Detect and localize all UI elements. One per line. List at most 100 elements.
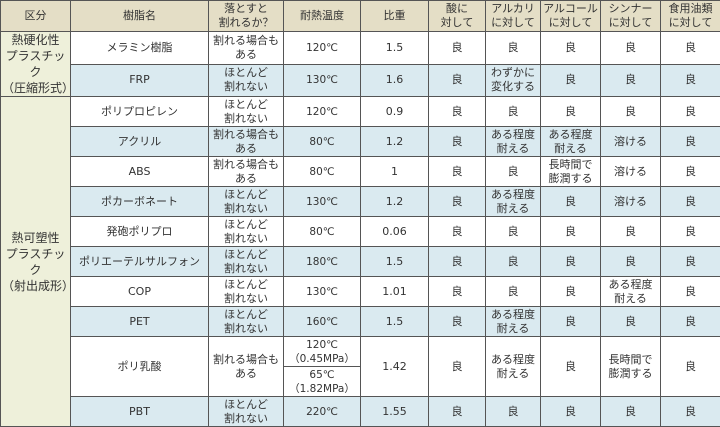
resin-name-cell: ポカーボネート bbox=[71, 187, 209, 217]
header-acid: 酸に対して bbox=[429, 1, 486, 32]
oil-cell: 良 bbox=[661, 32, 720, 65]
drop-cell: ほとんど割れない bbox=[209, 97, 284, 127]
resin-name-cell: PET bbox=[71, 307, 209, 337]
alkali-cell: 良 bbox=[486, 157, 541, 187]
acid-cell: 良 bbox=[429, 64, 486, 97]
alkali-cell: 良 bbox=[486, 247, 541, 277]
drop-cell: 割れる場合もある bbox=[209, 157, 284, 187]
acid-cell: 良 bbox=[429, 307, 486, 337]
alkali-cell: ある程度耐える bbox=[486, 307, 541, 337]
header-gravity: 比重 bbox=[361, 1, 429, 32]
alkali-cell: わずかに変化する bbox=[486, 64, 541, 97]
gravity-cell: 1.2 bbox=[361, 187, 429, 217]
alkali-cell: 良 bbox=[486, 277, 541, 307]
thinner-cell: 良 bbox=[601, 307, 661, 337]
gravity-cell: 1.5 bbox=[361, 32, 429, 65]
resin-name-cell: ポリ乳酸 bbox=[71, 337, 209, 397]
drop-cell: ほとんど割れない bbox=[209, 307, 284, 337]
oil-cell: 良 bbox=[661, 127, 720, 157]
header-alkali: アルカリに対して bbox=[486, 1, 541, 32]
heat-cell: 130℃ bbox=[284, 187, 361, 217]
thinner-cell: 長時間で膨潤する bbox=[601, 337, 661, 397]
header-oil: 食用油類に対して bbox=[661, 1, 720, 32]
resin-name-cell: ABS bbox=[71, 157, 209, 187]
header-row: 区分樹脂名落とすと割れるか？耐熱温度比重酸に対してアルカリに対してアルコールに対… bbox=[1, 1, 720, 32]
acid-cell: 良 bbox=[429, 97, 486, 127]
drop-cell: ほとんど割れない bbox=[209, 277, 284, 307]
alkali-cell: 良 bbox=[486, 217, 541, 247]
oil-cell: 良 bbox=[661, 307, 720, 337]
acid-cell: 良 bbox=[429, 277, 486, 307]
alkali-cell: 良 bbox=[486, 32, 541, 65]
alcohol-cell: 良 bbox=[541, 97, 601, 127]
thinner-cell: 溶ける bbox=[601, 157, 661, 187]
thinner-cell: ある程度耐える bbox=[601, 277, 661, 307]
alcohol-cell: 良 bbox=[541, 217, 601, 247]
category-cell: 熱可塑性プラスチック（射出成形） bbox=[1, 97, 71, 427]
oil-cell: 良 bbox=[661, 247, 720, 277]
gravity-cell: 1.5 bbox=[361, 247, 429, 277]
alkali-cell: 良 bbox=[486, 397, 541, 427]
heat-cell: 160℃ bbox=[284, 307, 361, 337]
oil-cell: 良 bbox=[661, 277, 720, 307]
heat-cell: 80℃ bbox=[284, 157, 361, 187]
drop-cell: 割れる場合もある bbox=[209, 337, 284, 397]
heat-cell: 130℃ bbox=[284, 64, 361, 97]
heat-cell: 120℃（0.45MPa） bbox=[284, 337, 361, 367]
thinner-cell: 良 bbox=[601, 397, 661, 427]
header-drop: 落とすと割れるか？ bbox=[209, 1, 284, 32]
drop-cell: ほとんど割れない bbox=[209, 64, 284, 97]
header-alcohol: アルコールに対して bbox=[541, 1, 601, 32]
header-category: 区分 bbox=[1, 1, 71, 32]
header-resin-name: 樹脂名 bbox=[71, 1, 209, 32]
acid-cell: 良 bbox=[429, 217, 486, 247]
heat-cell: 80℃ bbox=[284, 127, 361, 157]
oil-cell: 良 bbox=[661, 64, 720, 97]
resin-name-cell: アクリル bbox=[71, 127, 209, 157]
thinner-cell: 溶ける bbox=[601, 127, 661, 157]
alcohol-cell: 良 bbox=[541, 307, 601, 337]
heat-cell: 80℃ bbox=[284, 217, 361, 247]
drop-cell: ほとんど割れない bbox=[209, 247, 284, 277]
thinner-cell: 良 bbox=[601, 64, 661, 97]
heat-cell: 120℃ bbox=[284, 97, 361, 127]
header-thinner: シンナーに対して bbox=[601, 1, 661, 32]
resin-name-cell: COP bbox=[71, 277, 209, 307]
heat-cell: 180℃ bbox=[284, 247, 361, 277]
resin-name-cell: ポリエーテルサルフォン bbox=[71, 247, 209, 277]
alkali-cell: ある程度耐える bbox=[486, 127, 541, 157]
category-cell: 熱硬化性プラスチック（圧縮形式） bbox=[1, 32, 71, 97]
gravity-cell: 1.5 bbox=[361, 307, 429, 337]
thinner-cell: 良 bbox=[601, 97, 661, 127]
alcohol-cell: 良 bbox=[541, 187, 601, 217]
gravity-cell: 0.9 bbox=[361, 97, 429, 127]
thinner-cell: 良 bbox=[601, 217, 661, 247]
alcohol-cell: 良 bbox=[541, 397, 601, 427]
oil-cell: 良 bbox=[661, 337, 720, 397]
thinner-cell: 良 bbox=[601, 32, 661, 65]
oil-cell: 良 bbox=[661, 187, 720, 217]
oil-cell: 良 bbox=[661, 97, 720, 127]
alkali-cell: 良 bbox=[486, 97, 541, 127]
drop-cell: ほとんど割れない bbox=[209, 397, 284, 427]
alkali-cell: ある程度耐える bbox=[486, 187, 541, 217]
gravity-cell: 1.01 bbox=[361, 277, 429, 307]
oil-cell: 良 bbox=[661, 217, 720, 247]
heat-cell: 65℃（1.82MPa） bbox=[284, 367, 361, 397]
gravity-cell: 1.6 bbox=[361, 64, 429, 97]
alcohol-cell: 良 bbox=[541, 247, 601, 277]
gravity-cell: 1.42 bbox=[361, 337, 429, 397]
